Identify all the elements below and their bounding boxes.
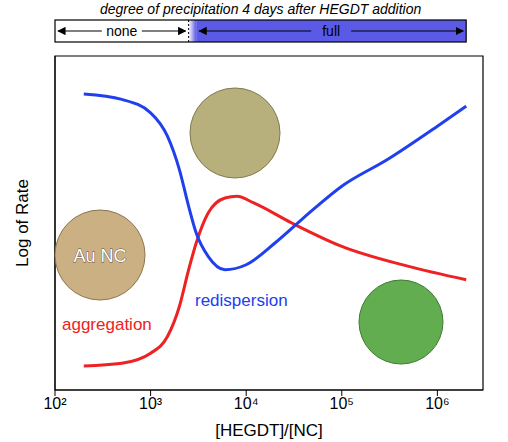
svg-text:10⁵: 10⁵ [330,395,354,412]
svg-text:Au NC: Au NC [73,246,126,266]
svg-text:degree of precipitation 4 days: degree of precipitation 4 days after HEG… [100,1,422,17]
svg-text:full: full [322,23,340,39]
svg-text:10³: 10³ [139,395,163,412]
svg-text:none: none [106,23,137,39]
svg-text:Log of Rate: Log of Rate [13,179,32,267]
svg-text:10⁴: 10⁴ [234,395,259,412]
svg-text:redispersion: redispersion [195,291,288,310]
svg-text:10²: 10² [43,395,67,412]
svg-text:[HEGDT]/[NC]: [HEGDT]/[NC] [215,421,323,440]
svg-text:10⁶: 10⁶ [425,395,449,412]
svg-text:aggregation: aggregation [62,315,152,334]
